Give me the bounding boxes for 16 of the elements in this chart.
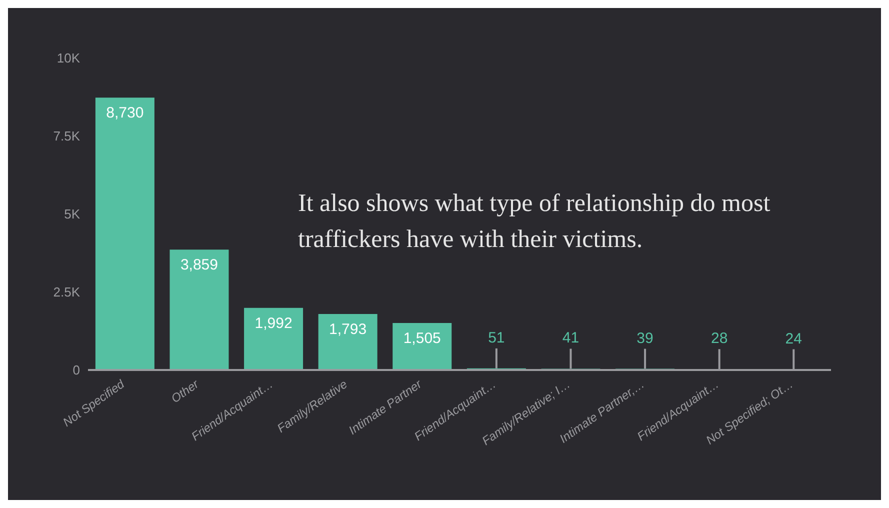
data-label: 28 xyxy=(710,330,728,348)
data-label: 3,859 xyxy=(180,256,218,274)
y-tick-label: 10K xyxy=(56,50,80,66)
data-label: 8,730 xyxy=(106,104,144,122)
data-label: 1,505 xyxy=(403,330,441,348)
y-tick-label: 7.5K xyxy=(53,128,80,144)
y-tick-label: 2.5K xyxy=(53,284,80,300)
data-label: 41 xyxy=(562,330,580,347)
annotation: It also shows what type of relationship do most traffickers have with their victims. xyxy=(298,189,772,255)
data-label: 1,992 xyxy=(254,314,292,332)
data-label: 39 xyxy=(636,330,654,347)
data-label: 24 xyxy=(785,330,802,348)
data-label: 1,793 xyxy=(329,321,367,338)
data-label: 51 xyxy=(488,329,505,346)
y-tick-label: 5K xyxy=(64,206,80,222)
y-tick-label: 0 xyxy=(72,362,80,378)
